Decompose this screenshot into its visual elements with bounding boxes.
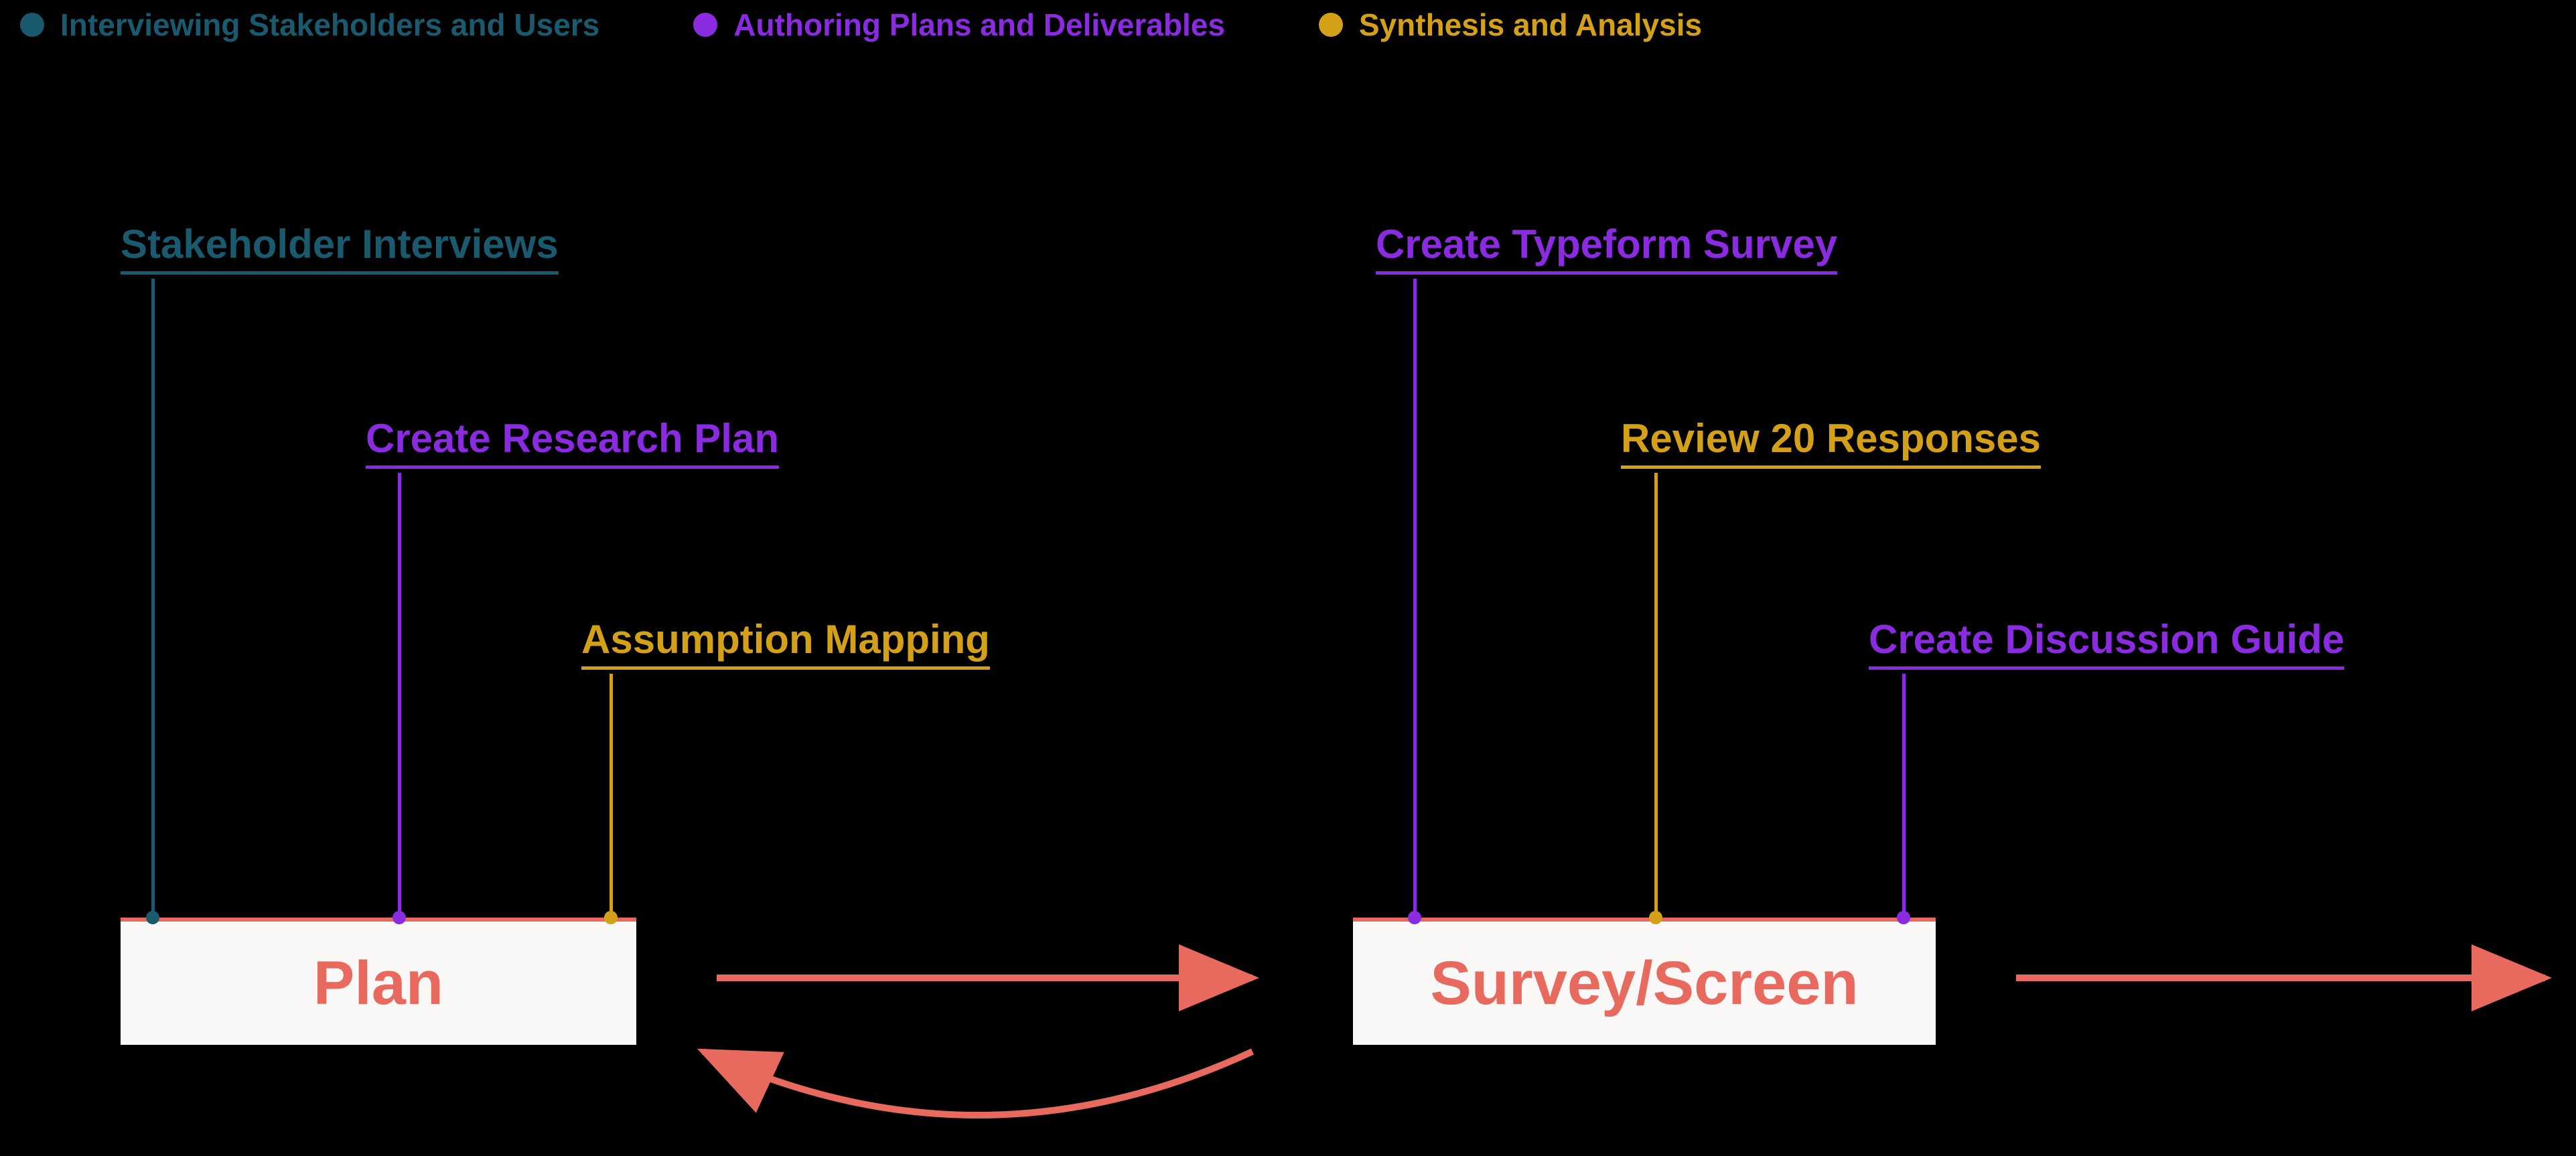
- activity-stem-dot: [1649, 911, 1662, 924]
- stage-label: Survey/Screen: [1430, 948, 1858, 1019]
- activity-stem: [1413, 279, 1417, 918]
- activity-stem: [1902, 674, 1906, 918]
- activity-label: Assumption Mapping: [581, 616, 990, 670]
- activity-stem-dot: [392, 911, 406, 924]
- activity: Create Research Plan: [366, 415, 779, 469]
- activity-label: Create Research Plan: [366, 415, 779, 469]
- legend-item-authoring: Authoring Plans and Deliverables: [693, 7, 1225, 43]
- activity-stem: [610, 674, 613, 918]
- activity-stem: [151, 279, 155, 918]
- legend-label: Authoring Plans and Deliverables: [733, 7, 1225, 43]
- activity: Assumption Mapping: [581, 616, 990, 670]
- legend-item-interviewing: Interviewing Stakeholders and Users: [20, 7, 599, 43]
- activity-stem-dot: [146, 911, 159, 924]
- activity: Review 20 Responses: [1621, 415, 2041, 469]
- legend-dot: [1319, 13, 1343, 37]
- back-arrow: [703, 1052, 1253, 1115]
- activity-stem-dot: [1897, 911, 1910, 924]
- legend: Interviewing Stakeholders and Users Auth…: [20, 7, 1702, 43]
- activity: Create Typeform Survey: [1376, 221, 1837, 275]
- legend-item-synthesis: Synthesis and Analysis: [1319, 7, 1702, 43]
- legend-dot: [20, 13, 44, 37]
- legend-label: Interviewing Stakeholders and Users: [60, 7, 599, 43]
- activity-label: Review 20 Responses: [1621, 415, 2041, 469]
- activity-stem-dot: [604, 911, 618, 924]
- stage-survey-screen: Survey/Screen: [1353, 918, 1936, 1045]
- stage-label: Plan: [313, 948, 443, 1019]
- stage-plan: Plan: [121, 918, 636, 1045]
- activity-stem: [1654, 473, 1658, 918]
- activity: Stakeholder Interviews: [121, 221, 559, 275]
- legend-label: Synthesis and Analysis: [1359, 7, 1702, 43]
- legend-dot: [693, 13, 717, 37]
- activity-stem: [398, 473, 401, 918]
- activity-stem-dot: [1408, 911, 1421, 924]
- activity-label: Create Discussion Guide: [1869, 616, 2344, 670]
- activity-label: Create Typeform Survey: [1376, 221, 1837, 275]
- activity: Create Discussion Guide: [1869, 616, 2344, 670]
- activity-label: Stakeholder Interviews: [121, 221, 559, 275]
